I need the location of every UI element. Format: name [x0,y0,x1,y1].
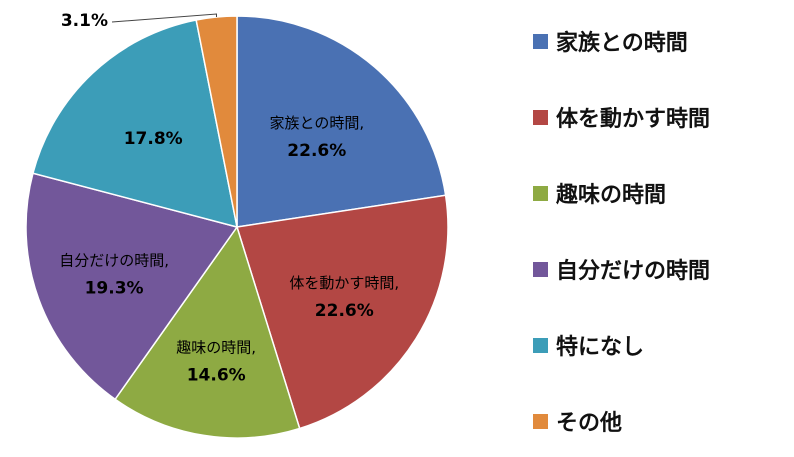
slices-group [25,15,449,439]
legend-swatch-other [533,413,548,429]
legend-swatch-exercise-time [533,109,548,125]
legend-swatch-alone-time [533,261,548,277]
legend-label-exercise-time: 体を動かす時間 [556,107,711,132]
pie-slice-hobby-time [114,225,301,439]
legend-label-hobby-time: 趣味の時間 [556,183,667,208]
pie-slice-alone-time [25,172,239,401]
slice-value-nothing-particular: 17.8% [124,129,183,149]
legend-item-hobby-time: 趣味の時間 [533,174,788,212]
legend-item-other: その他 [533,402,788,440]
leader-line-other [111,13,217,23]
legend-swatch-family-time [533,33,548,49]
legend-item-nothing-particular: 特になし [533,326,788,364]
legend-label-family-time: 家族との時間 [556,31,688,56]
slice-value-family-time: 22.6% [287,141,346,161]
legend-swatch-nothing-particular [533,337,548,353]
slice-value-exercise-time: 22.6% [315,301,374,321]
leader-lines-group [111,13,217,23]
slice-value-alone-time: 19.3% [85,279,144,299]
pie-slice-exercise-time [236,194,449,430]
slice-label-family-time: 家族との時間, [269,114,364,132]
pie-slice-family-time [236,15,447,228]
legend-item-alone-time: 自分だけの時間 [533,250,788,288]
slice-label-alone-time: 自分だけの時間, [59,252,169,270]
legend: 家族との時間 体を動かす時間 趣味の時間 自分だけの時間 特になし その他 [533,22,788,440]
legend-item-exercise-time: 体を動かす時間 [533,98,788,136]
slice-value-other: 3.1% [61,11,108,31]
slice-label-exercise-time: 体を動かす時間, [289,274,399,292]
slice-labels-group: 家族との時間, 22.6% 体を動かす時間, 22.6% 趣味の時間, 14.6% 自分だけ… [59,11,399,385]
slice-label-hobby-time: 趣味の時間, [176,338,256,356]
legend-label-other: その他 [556,411,623,436]
legend-item-family-time: 家族との時間 [533,22,788,60]
pie-slice-nothing-particular [32,19,238,229]
slice-value-hobby-time: 14.6% [187,365,246,385]
legend-label-alone-time: 自分だけの時間 [556,259,711,284]
legend-label-nothing-particular: 特になし [556,335,645,360]
legend-swatch-hobby-time [533,185,548,201]
